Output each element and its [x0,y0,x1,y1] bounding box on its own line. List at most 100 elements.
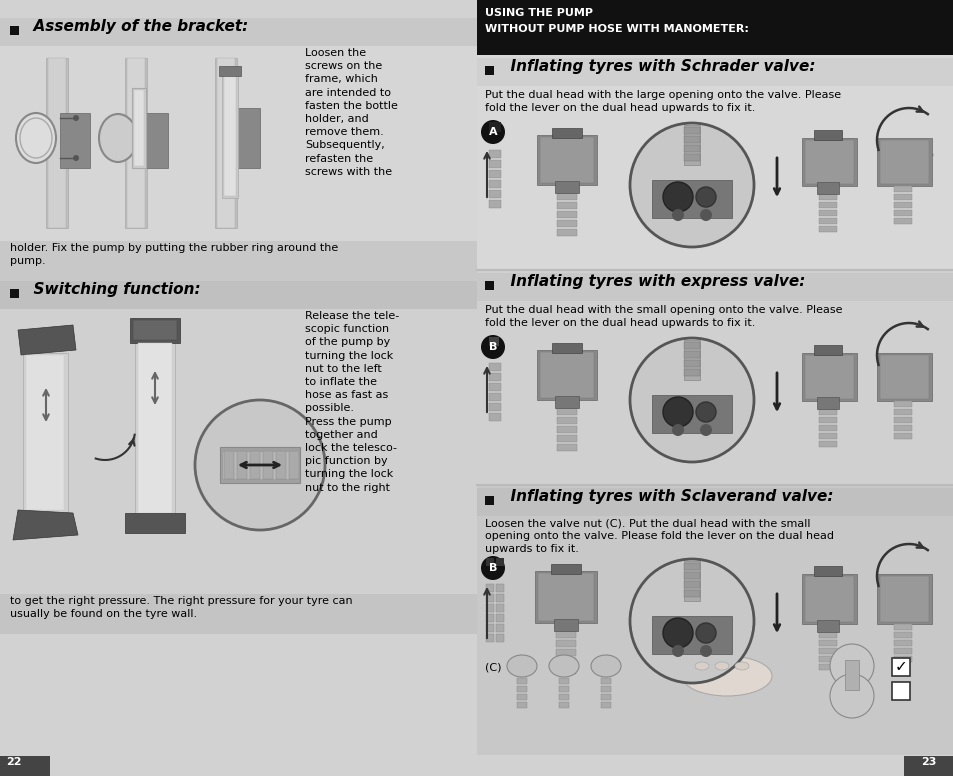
Bar [552,128,581,138]
Circle shape [700,645,711,657]
Bar [485,584,494,592]
Text: Put the dual head with the small opening onto the valve. Please
fold the lever o: Put the dual head with the small opening… [484,305,841,328]
Bar [130,318,180,343]
Circle shape [662,397,692,427]
Bar [489,383,500,391]
Bar [816,620,838,632]
Circle shape [671,209,683,221]
Bar [485,614,494,622]
Bar [876,138,931,186]
Bar [23,353,68,513]
Bar [818,194,836,200]
Bar [556,649,576,656]
Bar [10,26,19,35]
Bar [893,202,911,208]
Bar [496,634,503,642]
Bar [489,373,500,381]
Bar [476,58,953,86]
Bar [683,127,700,134]
Bar [537,135,597,185]
Bar [683,360,700,367]
Bar [485,594,494,602]
Bar [220,447,299,483]
Text: ✓: ✓ [894,660,906,674]
Bar [556,640,576,647]
Circle shape [629,123,753,247]
Bar [0,594,476,634]
Text: 22: 22 [6,757,22,767]
Bar [893,648,911,654]
Text: Inflating tyres with Schrader valve:: Inflating tyres with Schrader valve: [499,59,815,74]
Bar [893,656,911,662]
Ellipse shape [590,655,620,677]
Circle shape [480,335,504,359]
Bar [683,369,700,376]
Bar [557,202,577,209]
Bar [10,289,19,298]
Bar [804,355,853,399]
Bar [818,433,836,439]
Text: Inflating tyres with express valve:: Inflating tyres with express valve: [499,274,804,289]
Text: Switching function:: Switching function: [23,282,200,297]
Circle shape [662,182,692,212]
Bar [844,660,858,690]
Bar [557,426,577,433]
Bar [496,584,503,592]
Bar [813,130,841,140]
Bar [556,667,576,674]
Bar [489,180,500,188]
Bar [496,594,503,602]
Bar [683,340,700,380]
Bar [683,590,700,597]
Bar [489,160,500,168]
Bar [558,694,568,700]
Bar [557,408,577,415]
Circle shape [480,120,504,144]
Bar [485,624,494,632]
Bar [683,125,700,165]
Bar [558,702,568,708]
Bar [517,694,526,700]
Bar [0,281,476,309]
Bar [539,137,594,183]
Text: B: B [488,342,497,352]
Bar [893,401,911,407]
Bar [250,451,260,479]
Bar [683,563,700,570]
Bar [46,58,68,228]
Bar [537,573,594,621]
Bar [818,210,836,216]
Bar [485,604,494,612]
Ellipse shape [548,655,578,677]
Text: holder. Fix the pump by putting the rubber ring around the
pump.: holder. Fix the pump by putting the rubb… [10,243,338,266]
Bar [683,145,700,152]
Bar [554,619,578,631]
Circle shape [73,115,79,121]
Bar [236,451,247,479]
Bar [893,210,911,216]
Bar [558,686,568,692]
Bar [138,343,172,513]
Bar [813,566,841,576]
Bar [600,694,610,700]
Bar [557,211,577,218]
Bar [551,564,580,574]
Bar [476,485,953,755]
Bar [125,58,147,228]
Circle shape [696,623,716,643]
Bar [476,0,953,776]
Text: Release the tele-
scopic function
of the pump by
turning the lock
nut to the lef: Release the tele- scopic function of the… [305,311,399,493]
Bar [489,363,500,371]
Bar [818,640,836,646]
Bar [539,352,594,398]
Circle shape [700,209,711,221]
Bar [489,170,500,178]
Bar [496,558,503,566]
Bar [818,648,836,654]
Bar [476,270,953,485]
Bar [818,632,836,638]
Bar [489,393,500,401]
Circle shape [194,400,325,530]
Bar [893,409,911,415]
Circle shape [671,645,683,657]
